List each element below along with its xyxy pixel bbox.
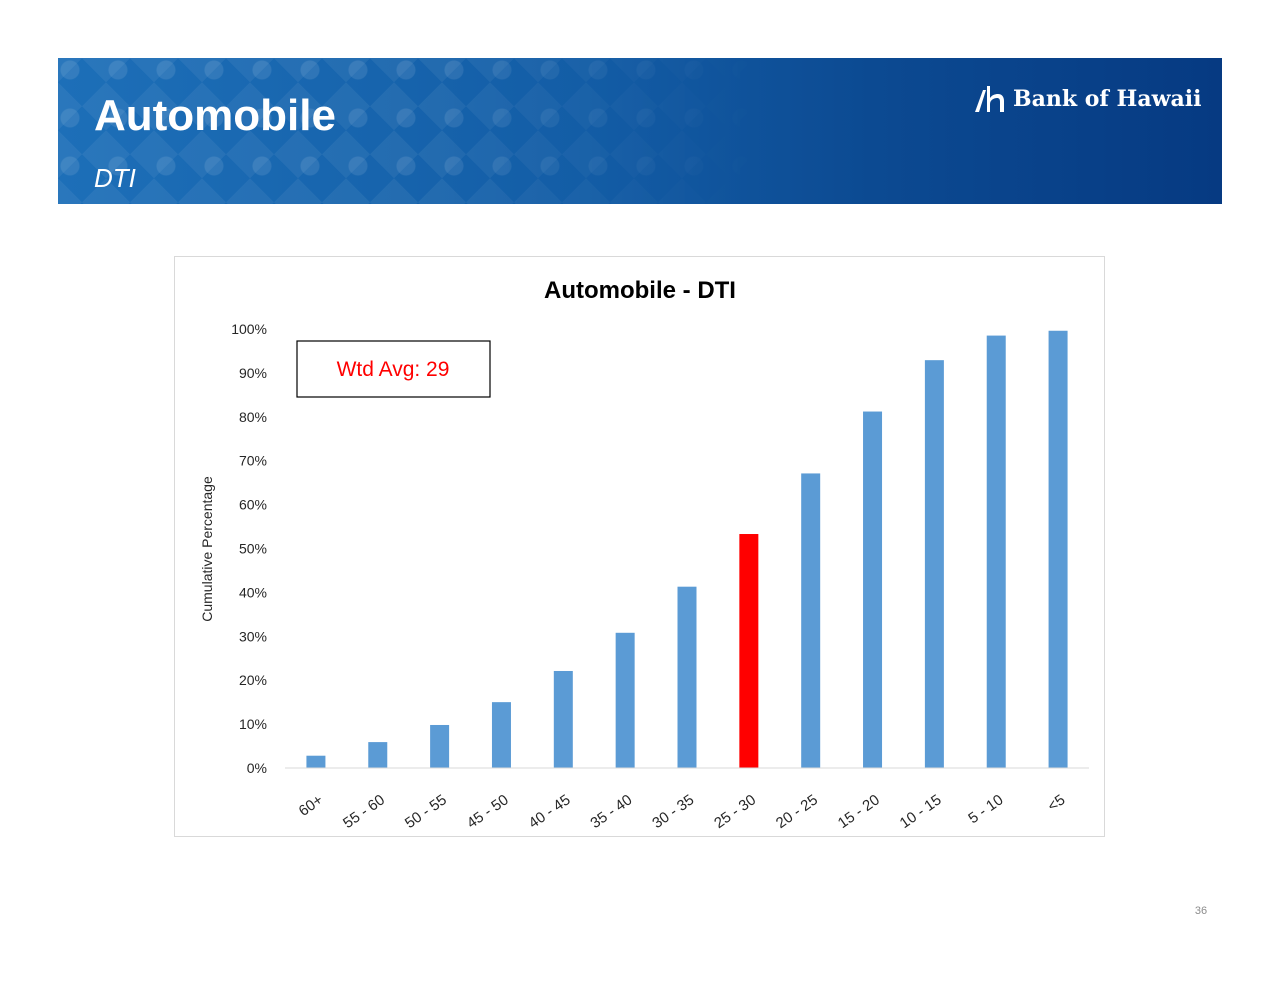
bar-30-35 (677, 586, 697, 768)
bar-50-55 (430, 724, 450, 768)
annotation-box (296, 340, 491, 398)
x-axis-ticks: 60+ 55 - 60 50 - 55 45 - 50 40 - 45 35 - 40 30… (296, 791, 1069, 832)
bar-55-60 (368, 742, 388, 768)
bars (306, 330, 1068, 768)
chart-title: Automobile - DTI (544, 277, 736, 304)
y-tick-label: 60% (239, 497, 267, 513)
x-tick-label: 45 - 50 (464, 791, 512, 832)
page-number: 36 (1194, 905, 1208, 917)
bank-logo: Bank of Hawaii (973, 84, 1202, 114)
chart-container: Automobile - DTI Cumulative Percentage 0… (174, 256, 1105, 837)
bar-45-50 (491, 702, 511, 768)
y-tick-label: 40% (239, 584, 267, 600)
y-tick-label: 30% (239, 628, 267, 644)
bar-15-20 (863, 411, 883, 768)
bank-logo-text: Bank of Hawaii (1013, 86, 1202, 112)
bar-20-25 (801, 473, 821, 768)
y-tick-label: 100% (231, 321, 267, 337)
x-tick-label: 20 - 25 (773, 791, 821, 832)
x-tick-label: 30 - 35 (649, 791, 697, 832)
y-axis-ticks: 0% 10% 20% 30% 40% 50% 60% 70% 80% 90% 100% (231, 321, 267, 776)
x-tick-label: 35 - 40 (587, 791, 635, 832)
x-tick-label: <5 (1045, 791, 1069, 815)
y-tick-label: 0% (247, 760, 267, 776)
bar-chart: Automobile - DTI Cumulative Percentage 0… (199, 277, 1089, 832)
bar-10-15 (924, 360, 944, 768)
x-tick-label: 10 - 15 (897, 791, 945, 832)
y-tick-label: 50% (239, 541, 267, 557)
bar-5-10 (986, 335, 1006, 768)
annotation-text: Wtd Avg: 29 (337, 358, 450, 381)
bar-60 (306, 755, 326, 768)
x-tick-label: 40 - 45 (526, 791, 574, 832)
bar-5 (1048, 330, 1068, 768)
x-tick-label: 60+ (296, 791, 327, 820)
banner-pattern (58, 58, 758, 204)
page-subtitle: DTI (94, 163, 136, 193)
page-title: Automobile (94, 91, 336, 140)
bar-25-30 (739, 534, 759, 768)
y-axis-title: Cumulative Percentage (199, 476, 215, 622)
x-tick-label: 50 - 55 (402, 791, 450, 832)
y-tick-label: 10% (239, 716, 267, 732)
y-tick-label: 20% (239, 672, 267, 688)
y-tick-label: 80% (239, 409, 267, 425)
y-tick-label: 70% (239, 453, 267, 469)
bar-40-45 (553, 670, 573, 768)
x-tick-label: 15 - 20 (835, 791, 883, 832)
y-tick-label: 90% (239, 365, 267, 381)
x-tick-label: 25 - 30 (711, 791, 759, 832)
bank-logo-icon (975, 86, 1004, 112)
bar-35-40 (615, 632, 635, 768)
x-tick-label: 5 - 10 (965, 791, 1006, 827)
x-tick-label: 55 - 60 (340, 791, 388, 832)
header-banner: Automobile DTI Bank of Hawaii (58, 58, 1222, 204)
